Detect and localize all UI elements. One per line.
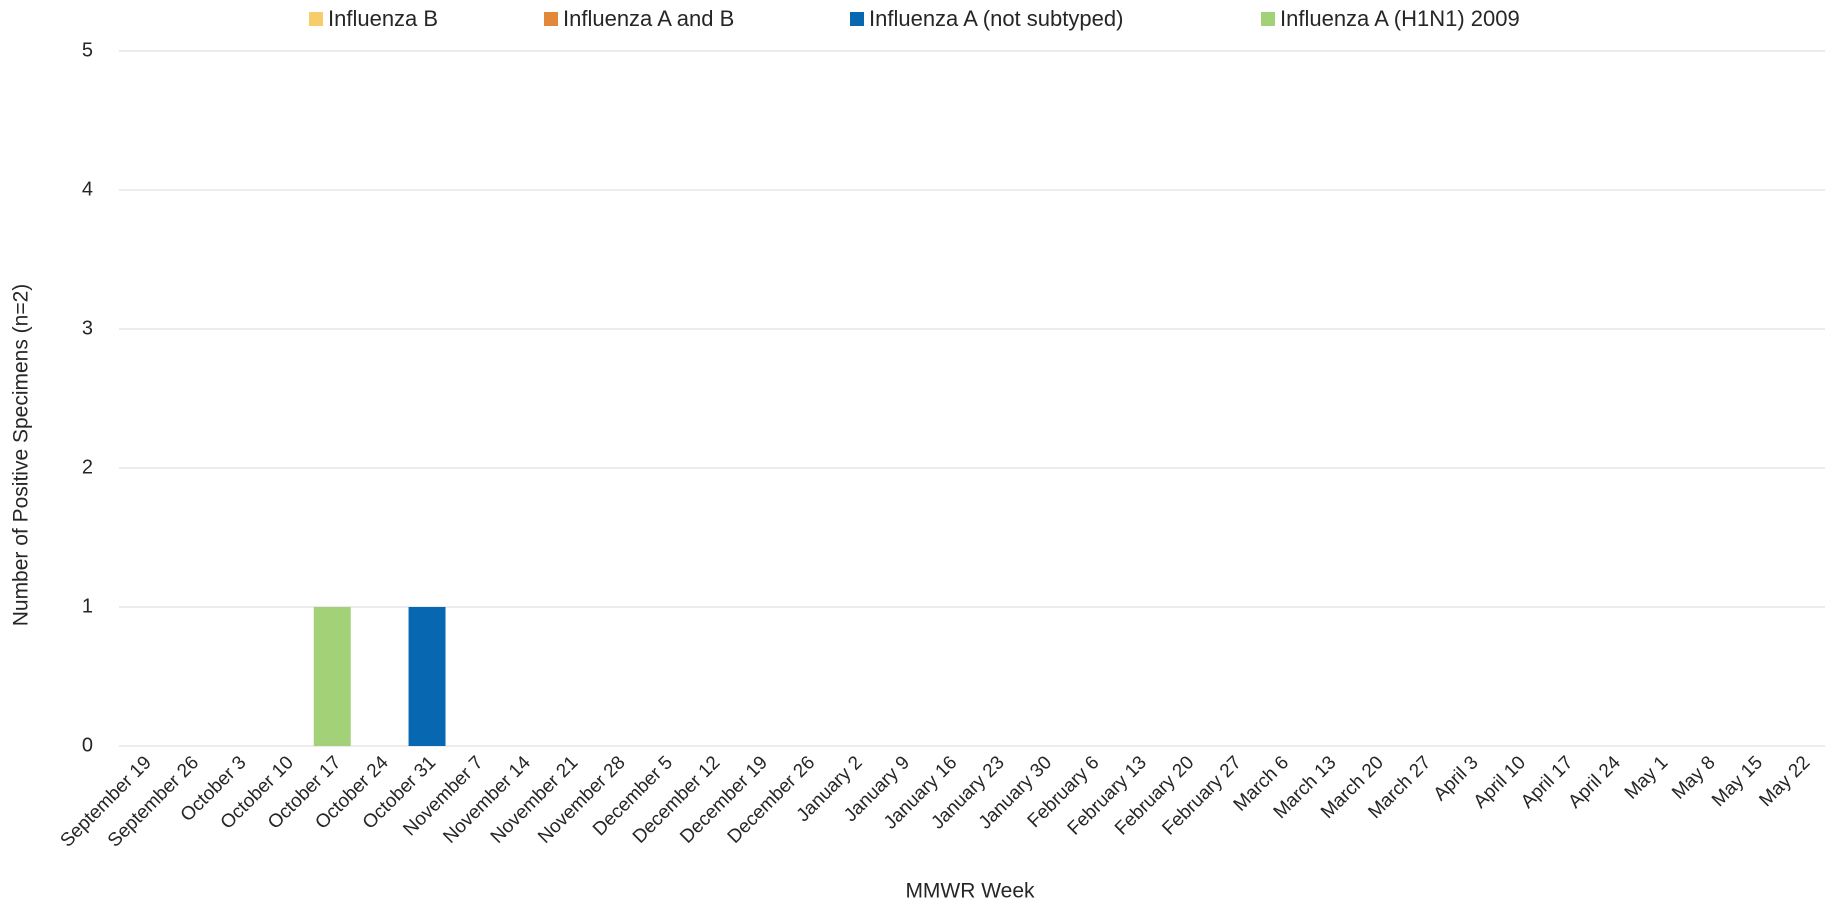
x-tick-label: April 24	[1564, 752, 1625, 813]
legend-swatch	[309, 12, 323, 26]
x-axis-title: MMWR Week	[905, 880, 1035, 903]
y-tick-label: 1	[82, 595, 93, 617]
bar	[313, 607, 351, 746]
bar	[408, 607, 446, 746]
x-tick-label: May 15	[1708, 752, 1767, 811]
legend-label: Influenza A and B	[563, 6, 734, 31]
x-tick-label: May 22	[1755, 752, 1814, 811]
y-tick-label: 3	[82, 317, 93, 339]
legend-swatch	[544, 12, 558, 26]
x-tick-label: May 1	[1621, 752, 1672, 803]
y-tick-label: 2	[82, 456, 93, 478]
legend-swatch	[1261, 12, 1275, 26]
legend-swatch	[850, 12, 864, 26]
x-tick-label: April 10	[1470, 752, 1530, 812]
y-tick-label: 4	[82, 178, 93, 200]
y-tick-label: 0	[82, 734, 93, 756]
x-tick-label: April 17	[1517, 752, 1577, 812]
legend-label: Influenza A (H1N1) 2009	[1280, 6, 1520, 31]
y-tick-label: 5	[82, 39, 93, 61]
legend-label: Influenza A (not subtyped)	[869, 6, 1123, 31]
y-axis-title: Number of Positive Specimens (n=2)	[10, 284, 33, 627]
legend-label: Influenza B	[328, 6, 438, 31]
